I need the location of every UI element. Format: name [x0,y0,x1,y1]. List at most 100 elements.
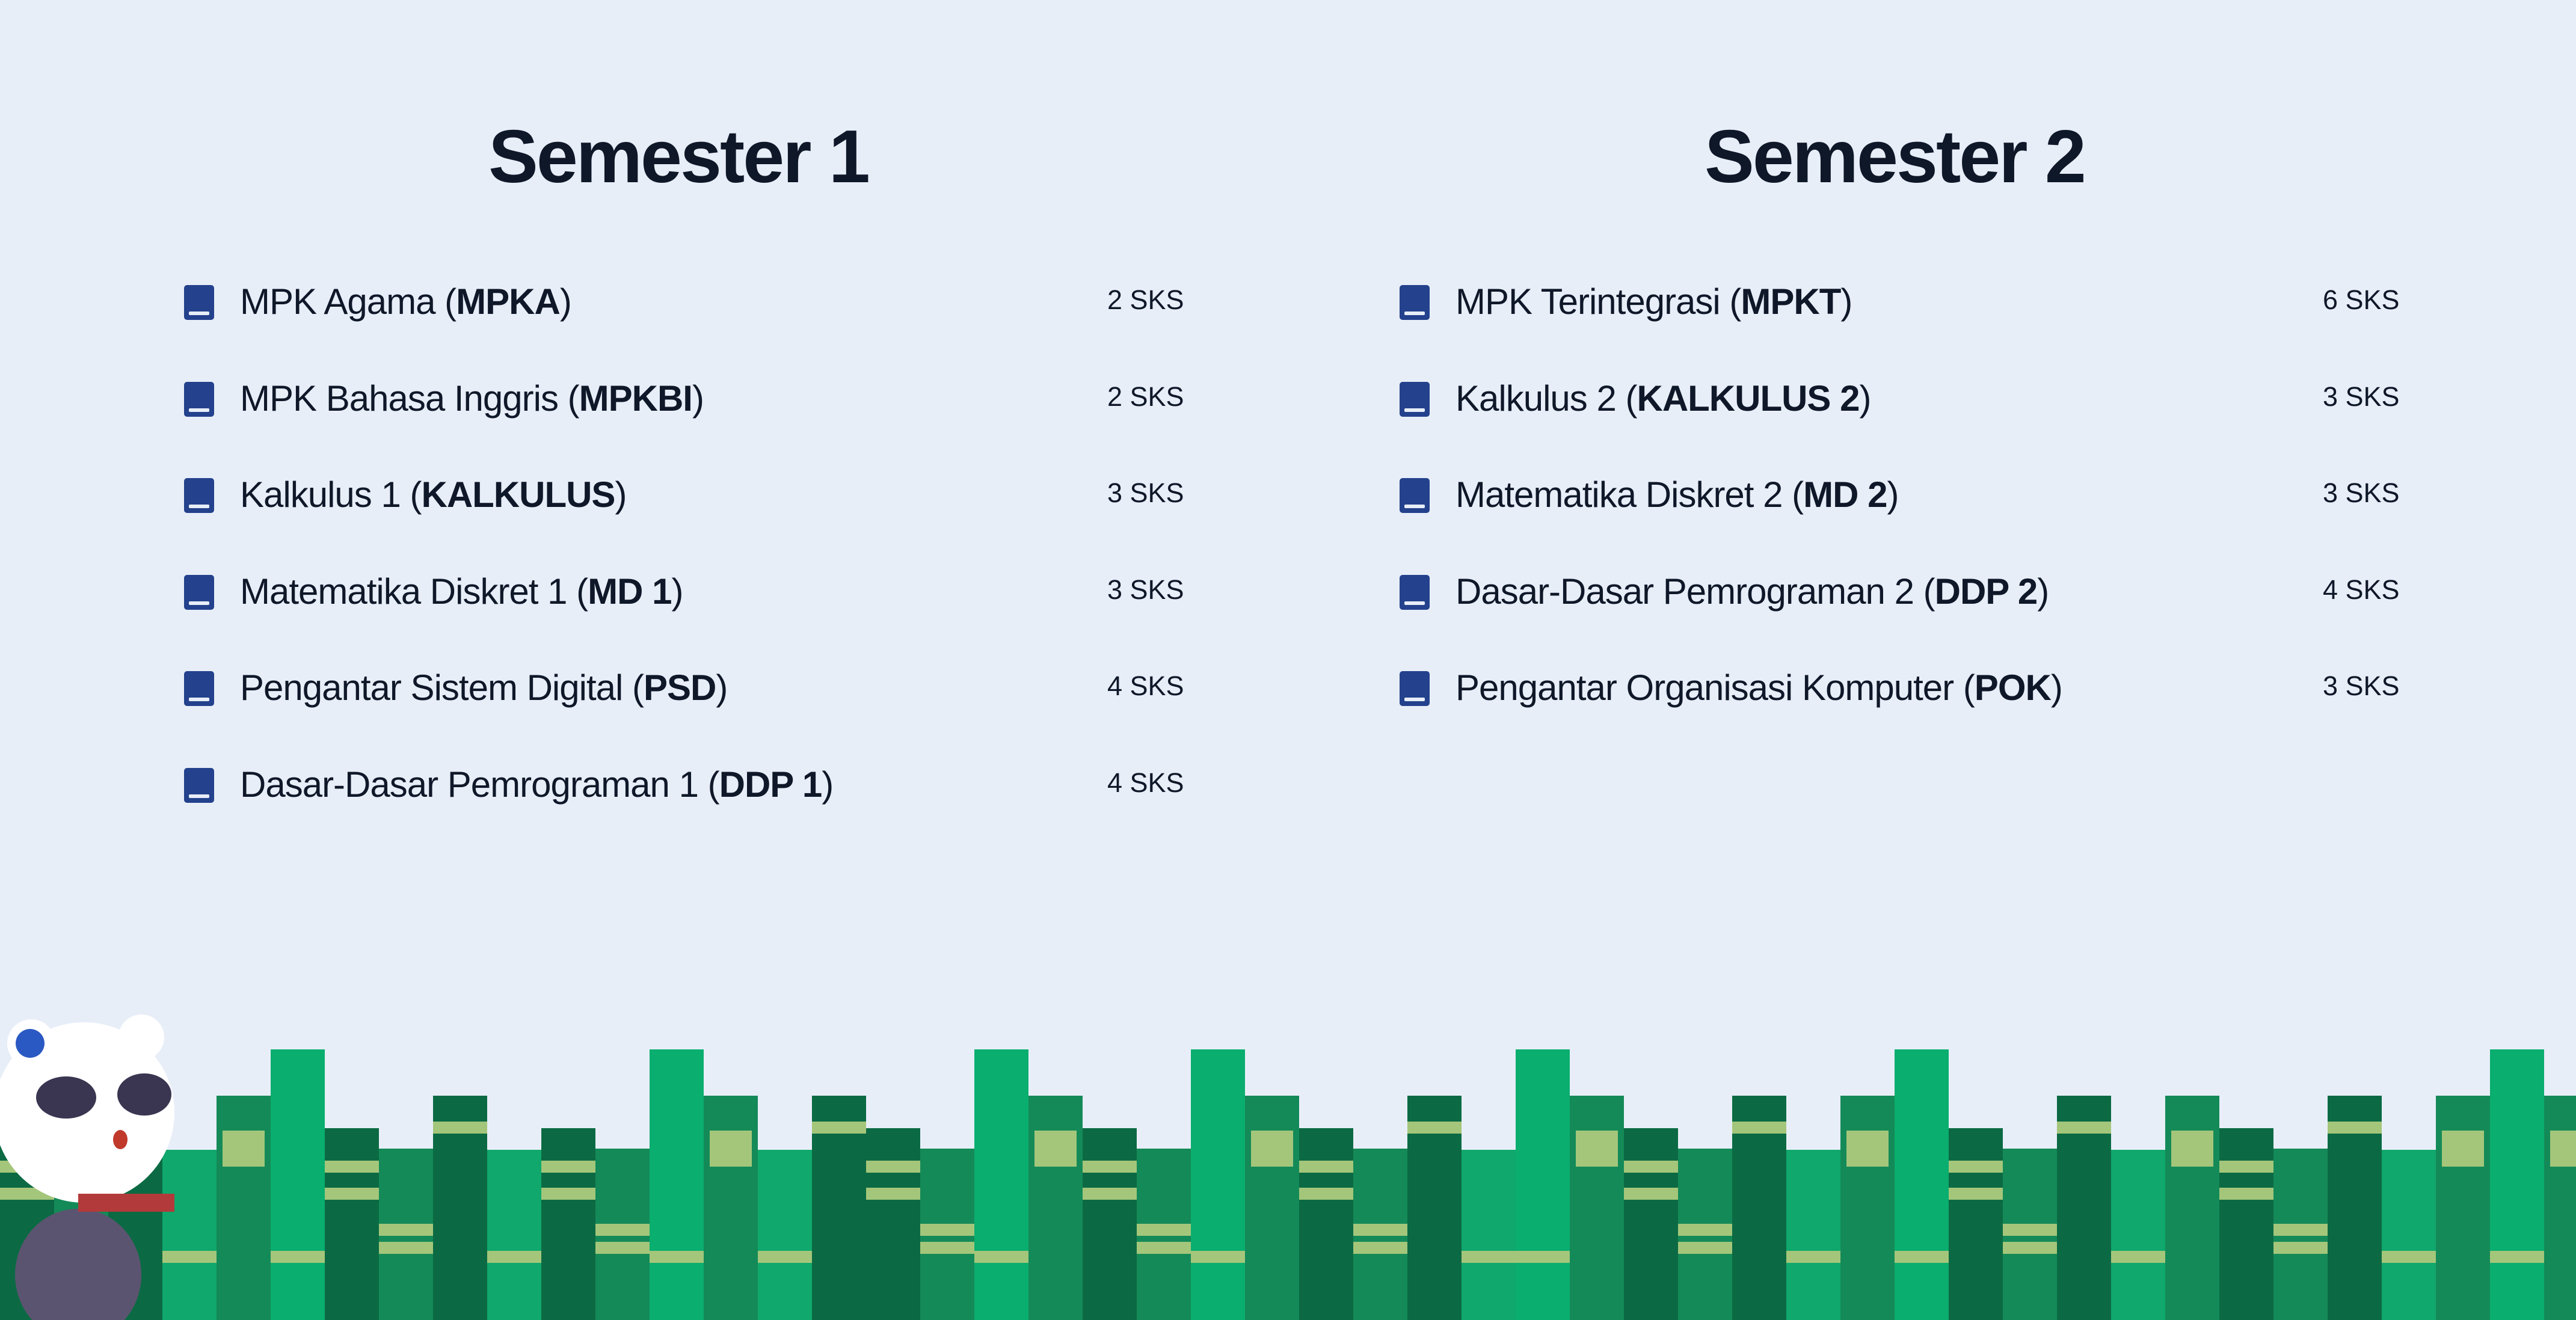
course-label: Dasar-Dasar Pemrograman 2 (DDP 2) [1456,571,2049,612]
course-credits: 4 SKS [2323,574,2400,605]
book-icon [184,768,214,803]
bracket: ) [822,764,834,805]
book-label [1251,1131,1293,1167]
mascot-part [16,1029,45,1058]
course-label: MPK Agama (MPKA) [240,281,572,322]
bracket: ( [1729,281,1741,322]
book [217,1096,271,1320]
mascot-part [118,1015,164,1060]
book [2544,1096,2576,1320]
course-label: Dasar-Dasar Pemrograman 1 (DDP 1) [240,764,834,805]
book-band [1678,1224,1732,1236]
book-band [1624,1188,1678,1200]
bracket: ( [632,668,644,708]
course-credits: 2 SKS [1107,381,1184,412]
book-band [1407,1122,1462,1134]
mascot-part [15,1209,141,1320]
course-name: Kalkulus 2 [1456,378,1617,419]
book [271,1049,325,1320]
book-icon [1400,574,1430,610]
book-icon [1400,478,1430,514]
bracket: ( [567,378,580,419]
book [1895,1049,1949,1320]
book-icon [184,574,214,610]
course-code: MD 1 [588,571,672,612]
book-band [379,1242,433,1254]
bracket: ( [576,571,588,612]
course-credits: 4 SKS [1107,671,1184,702]
book-band [2328,1122,2382,1134]
course-label: Pengantar Sistem Digital (PSD) [240,667,728,708]
book [541,1128,595,1320]
course-name: Matematika Diskret 2 [1456,474,1783,515]
course-label: MPK Terintegrasi (MPKT) [1456,281,1852,322]
book-icon [1400,381,1430,417]
book-band [162,1251,217,1263]
book-band [1895,1251,1949,1263]
book-label [2171,1131,2213,1167]
book [2436,1096,2490,1320]
course-credits: 3 SKS [2323,671,2400,702]
book-band [1949,1161,2003,1173]
course-name: Pengantar Sistem Digital [240,668,623,708]
book-label [1576,1131,1618,1167]
book [1786,1150,1840,1320]
book-band [1732,1122,1786,1134]
book-band [1353,1224,1407,1236]
bracket: ) [559,281,572,322]
course-credits: 3 SKS [1107,574,1184,605]
course-name: Pengantar Organisasi Komputer [1456,668,1954,708]
book [1624,1128,1678,1320]
course-code: KALKULUS [421,474,615,515]
course-credits: 6 SKS [2323,284,2400,315]
mascot-part [78,1194,174,1212]
book [2490,1049,2544,1320]
book-band [758,1251,812,1263]
bracket: ) [671,571,684,612]
bracket: ) [615,474,627,515]
course-credits: 3 SKS [1107,477,1184,509]
bracket: ) [716,668,728,708]
book-band [920,1224,974,1236]
book [162,1150,217,1320]
book-band [271,1251,325,1263]
book [1299,1128,1353,1320]
course-label: Kalkulus 1 (KALKULUS) [240,474,627,515]
book-band [920,1242,974,1254]
course-name: Kalkulus 1 [240,474,401,515]
bracket: ( [410,474,422,515]
book [1191,1049,1245,1320]
bracket: ) [2050,668,2063,708]
bracket: ( [1792,474,1804,515]
course-code: DDP 1 [719,764,823,805]
course-name: MPK Bahasa Inggris [240,378,559,419]
book-band [325,1188,379,1200]
course-code: DDP 2 [1934,571,2038,612]
book-band [974,1251,1028,1263]
mascot-part [117,1073,171,1116]
course-label: Matematika Diskret 1 (MD 1) [240,571,683,612]
book-icon [184,285,214,320]
course-code: POK [1974,668,2052,708]
book-icon [1400,285,1430,320]
book-band [2003,1242,2057,1254]
book [704,1096,758,1320]
course-code: MD 2 [1803,474,1887,515]
book [974,1049,1028,1320]
book-band [2057,1122,2111,1134]
book-band [1678,1242,1732,1254]
book-band [2273,1224,2328,1236]
bracket: ) [1887,474,1899,515]
bracket: ( [1963,668,1975,708]
course-name: Matematika Diskret 1 [240,571,567,612]
book [487,1150,541,1320]
book-band [325,1161,379,1173]
course-code: MPKA [456,281,561,322]
book [866,1128,920,1320]
book [650,1049,704,1320]
course-name: MPK Agama [240,281,435,322]
course-name: MPK Terintegrasi [1456,281,1721,322]
bracket: ) [1859,378,1872,419]
book [2111,1150,2165,1320]
